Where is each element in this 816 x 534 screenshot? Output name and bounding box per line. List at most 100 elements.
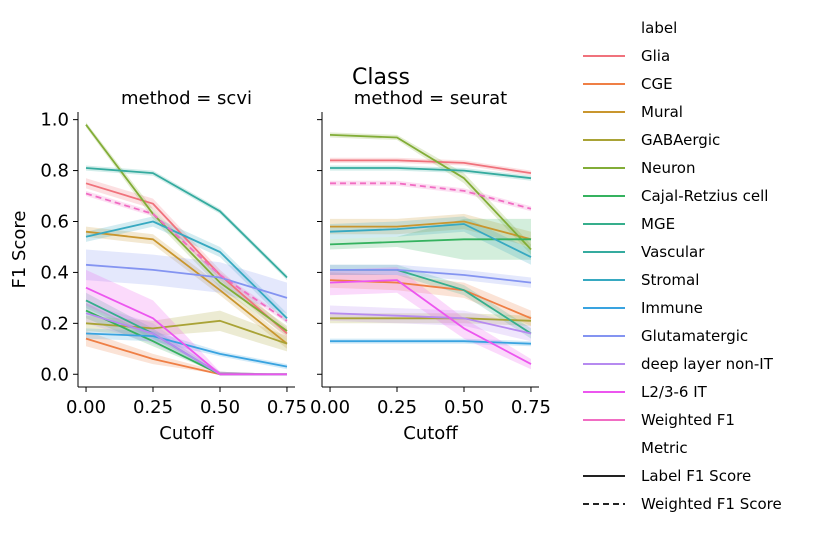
panel-1: method = seurat 0.00 0.25 0.50 0.75 Cutoff <box>310 88 551 444</box>
legend-item-label: GABAergic <box>641 131 720 149</box>
y-tick-label: 0.2 <box>40 313 69 334</box>
legend-item: Immune <box>583 299 703 317</box>
band-l2-3-6-it <box>330 267 531 370</box>
series-lines <box>329 134 532 365</box>
band-immune <box>86 328 287 370</box>
legend-item: deep layer non-IT <box>583 355 774 373</box>
legend-metric-label: Weighted F1 Score <box>641 495 782 513</box>
y-tick-label: 0.6 <box>40 211 69 232</box>
series-line-stromal <box>85 220 288 319</box>
band-weighted-f1 <box>330 180 531 212</box>
legend-title-metric: Metric <box>641 439 688 457</box>
legend-item: MGE <box>583 215 675 233</box>
band-vascular <box>330 165 531 181</box>
legend-item: Glia <box>583 47 670 65</box>
band-glia <box>86 178 287 339</box>
y-tick-label: 0.8 <box>40 161 69 182</box>
series-line-gabaergic <box>330 317 532 322</box>
legend-item: Neuron <box>583 159 695 177</box>
legend-item: Weighted F1 <box>583 411 735 429</box>
legend-item-label: Glia <box>641 47 670 65</box>
legend-item: GABAergic <box>583 131 720 149</box>
x-tick-label: 0.00 <box>310 397 350 418</box>
band-cge <box>86 331 287 375</box>
series-line-l2-3-6-it <box>329 279 532 365</box>
band-glia <box>330 157 531 176</box>
series-line-immune <box>85 332 288 368</box>
series-line-weighted-f1 <box>330 182 532 210</box>
x-tick-label: 0.75 <box>511 397 551 418</box>
series-line-vascular <box>85 167 288 279</box>
band-cge <box>330 272 531 326</box>
band-gabaergic <box>86 310 287 352</box>
legend-item: Stromal <box>583 271 699 289</box>
panel-title: method = seurat <box>354 88 507 109</box>
series-line-l2-3-6-it <box>85 286 287 376</box>
series-line-deep-layer-non-it <box>329 312 532 335</box>
series-line-glia <box>330 159 532 174</box>
x-tick-label: 0.25 <box>377 397 417 418</box>
y-axis-label: F1 Score <box>9 211 30 289</box>
series-line-glutamatergic <box>330 268 532 284</box>
band-glutamatergic <box>86 249 287 314</box>
legend-item-label: Neuron <box>641 159 695 177</box>
legend-item-label: Mural <box>641 103 683 121</box>
x-axis-label: Cutoff <box>159 423 214 444</box>
band-neuron <box>86 122 287 337</box>
band-deep-layer-non-it <box>86 303 287 375</box>
series-line-stromal <box>329 223 532 258</box>
x-tick-label: 0.00 <box>66 397 106 418</box>
legend-item-label: Immune <box>641 299 703 317</box>
series-line-mural <box>330 220 532 241</box>
series-line-weighted-f1 <box>85 192 288 322</box>
series-line-neuron <box>85 124 288 332</box>
legend-item-label: MGE <box>641 215 675 233</box>
legend-metric-label: Label F1 Score <box>641 467 751 485</box>
band-cajal-retzius-cell <box>86 303 287 375</box>
legend-item: Cajal-Retzius cell <box>583 187 768 205</box>
x-tick-label: 0.50 <box>444 397 484 418</box>
panel-0: method = scvi 0.00 0.25 0.50 0.75 0.0 0.2 0.4 0.… <box>9 88 307 444</box>
y-tick-label: 1.0 <box>40 110 69 131</box>
suptitle: Class <box>352 65 410 90</box>
x-axis-label: Cutoff <box>403 423 458 444</box>
series-line-neuron <box>329 134 532 251</box>
legend-item: Glutamatergic <box>583 327 748 345</box>
x-tick-label: 0.25 <box>133 397 173 418</box>
band-mural <box>330 213 531 247</box>
x-tick-label: 0.75 <box>267 397 307 418</box>
legend-item-label: L2/3-6 IT <box>641 383 708 401</box>
series-line-immune <box>330 340 532 345</box>
legend-item-label: Stromal <box>641 271 699 289</box>
series-line-vascular <box>330 167 532 180</box>
band-mural <box>86 226 287 349</box>
band-l2-3-6-it <box>86 269 287 375</box>
legend-item-label: Glutamatergic <box>641 327 748 345</box>
band-stromal <box>86 216 287 324</box>
legend-item-label: Weighted F1 <box>641 411 735 429</box>
legend-title-label: label <box>641 19 677 37</box>
legend-item-label: CGE <box>641 75 673 93</box>
series-line-glutamatergic <box>85 263 288 299</box>
series-line-mural <box>85 230 288 345</box>
legend-item: L2/3-6 IT <box>583 383 708 401</box>
confidence-bands <box>86 122 287 375</box>
legend-metric-item: Weighted F1 Score <box>583 495 782 513</box>
legend-item-label: deep layer non-IT <box>641 355 774 373</box>
y-tick-label: 0.0 <box>40 364 69 385</box>
legend-item: CGE <box>583 75 673 93</box>
band-cajal-retzius-cell <box>330 218 531 260</box>
legend-metric-item: Label F1 Score <box>583 467 751 485</box>
legend-item: Mural <box>583 103 683 121</box>
legend-item-label: Cajal-Retzius cell <box>641 187 768 205</box>
legend-item: Vascular <box>583 243 705 261</box>
panel-title: method = scvi <box>121 88 252 109</box>
legend-item-label: Vascular <box>641 243 705 261</box>
series-line-glia <box>85 182 288 335</box>
series-lines <box>85 124 288 376</box>
x-tick-label: 0.50 <box>200 397 240 418</box>
series-line-cajal-retzius-cell <box>329 238 531 246</box>
y-tick-label: 0.4 <box>40 262 69 283</box>
